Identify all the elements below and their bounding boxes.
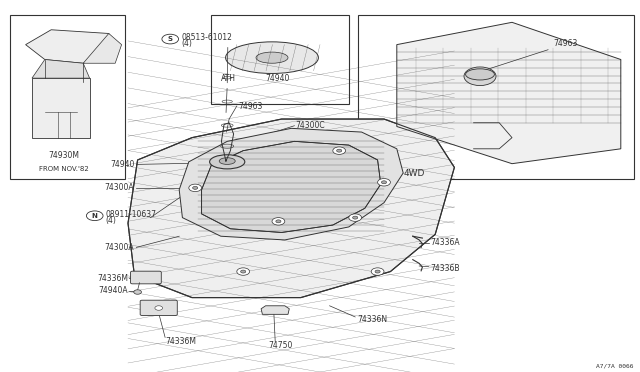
Circle shape (337, 149, 342, 152)
Text: 74963: 74963 (486, 39, 578, 70)
Circle shape (381, 181, 387, 184)
Text: 74336N: 74336N (357, 315, 387, 324)
Bar (10, 15, 125, 179)
Circle shape (375, 270, 380, 273)
Text: ATH: ATH (221, 74, 236, 83)
Polygon shape (179, 128, 403, 240)
Polygon shape (202, 141, 381, 232)
Text: 74300A: 74300A (105, 243, 134, 252)
Circle shape (464, 67, 496, 86)
Polygon shape (32, 78, 90, 138)
Circle shape (134, 290, 141, 294)
Text: 74336A: 74336A (430, 238, 460, 247)
Circle shape (155, 306, 163, 310)
Ellipse shape (219, 158, 236, 164)
Bar (358, 15, 634, 179)
Text: A7/7A 0066: A7/7A 0066 (596, 363, 634, 368)
Polygon shape (397, 22, 621, 164)
Circle shape (237, 268, 250, 275)
Bar (211, 15, 349, 104)
Polygon shape (83, 33, 122, 63)
Ellipse shape (226, 42, 319, 74)
Text: 74300A: 74300A (105, 183, 134, 192)
Circle shape (349, 214, 362, 221)
FancyBboxPatch shape (140, 300, 177, 315)
Text: 74940: 74940 (266, 74, 290, 83)
Text: 74300C: 74300C (296, 121, 325, 130)
Text: 74336B: 74336B (430, 264, 460, 273)
Polygon shape (32, 60, 90, 78)
Circle shape (162, 34, 179, 44)
Polygon shape (261, 306, 289, 314)
Circle shape (371, 268, 384, 275)
Text: 08911-10637: 08911-10637 (106, 210, 157, 219)
Text: 74930M: 74930M (49, 151, 79, 160)
FancyBboxPatch shape (131, 271, 161, 284)
Polygon shape (26, 30, 115, 63)
Text: 4WD: 4WD (403, 169, 424, 178)
Circle shape (241, 270, 246, 273)
Circle shape (353, 216, 358, 219)
Circle shape (333, 147, 346, 154)
Text: 08513-61012: 08513-61012 (181, 33, 232, 42)
Text: 74300B: 74300B (320, 140, 349, 148)
Text: 74940: 74940 (110, 160, 134, 169)
Text: 74940A: 74940A (99, 286, 128, 295)
Ellipse shape (256, 52, 288, 63)
Circle shape (378, 179, 390, 186)
Text: S: S (168, 36, 173, 42)
Text: FROM NOV.'82: FROM NOV.'82 (39, 166, 89, 171)
Ellipse shape (210, 155, 244, 169)
Text: (4): (4) (181, 39, 192, 48)
Circle shape (189, 184, 202, 192)
Text: 74963: 74963 (238, 102, 262, 110)
Text: 74750: 74750 (268, 341, 292, 350)
Ellipse shape (466, 69, 495, 80)
Polygon shape (128, 119, 454, 298)
Text: N: N (92, 213, 98, 219)
Circle shape (86, 211, 103, 221)
Text: 74336M: 74336M (165, 337, 196, 346)
Circle shape (276, 220, 281, 223)
Text: 74336M: 74336M (97, 274, 128, 283)
Text: (4): (4) (106, 216, 116, 225)
Circle shape (272, 218, 285, 225)
Circle shape (193, 186, 198, 189)
